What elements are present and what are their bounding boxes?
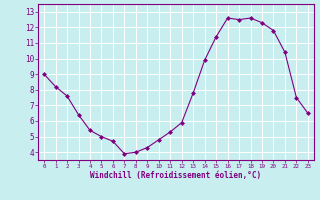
X-axis label: Windchill (Refroidissement éolien,°C): Windchill (Refroidissement éolien,°C) bbox=[91, 171, 261, 180]
